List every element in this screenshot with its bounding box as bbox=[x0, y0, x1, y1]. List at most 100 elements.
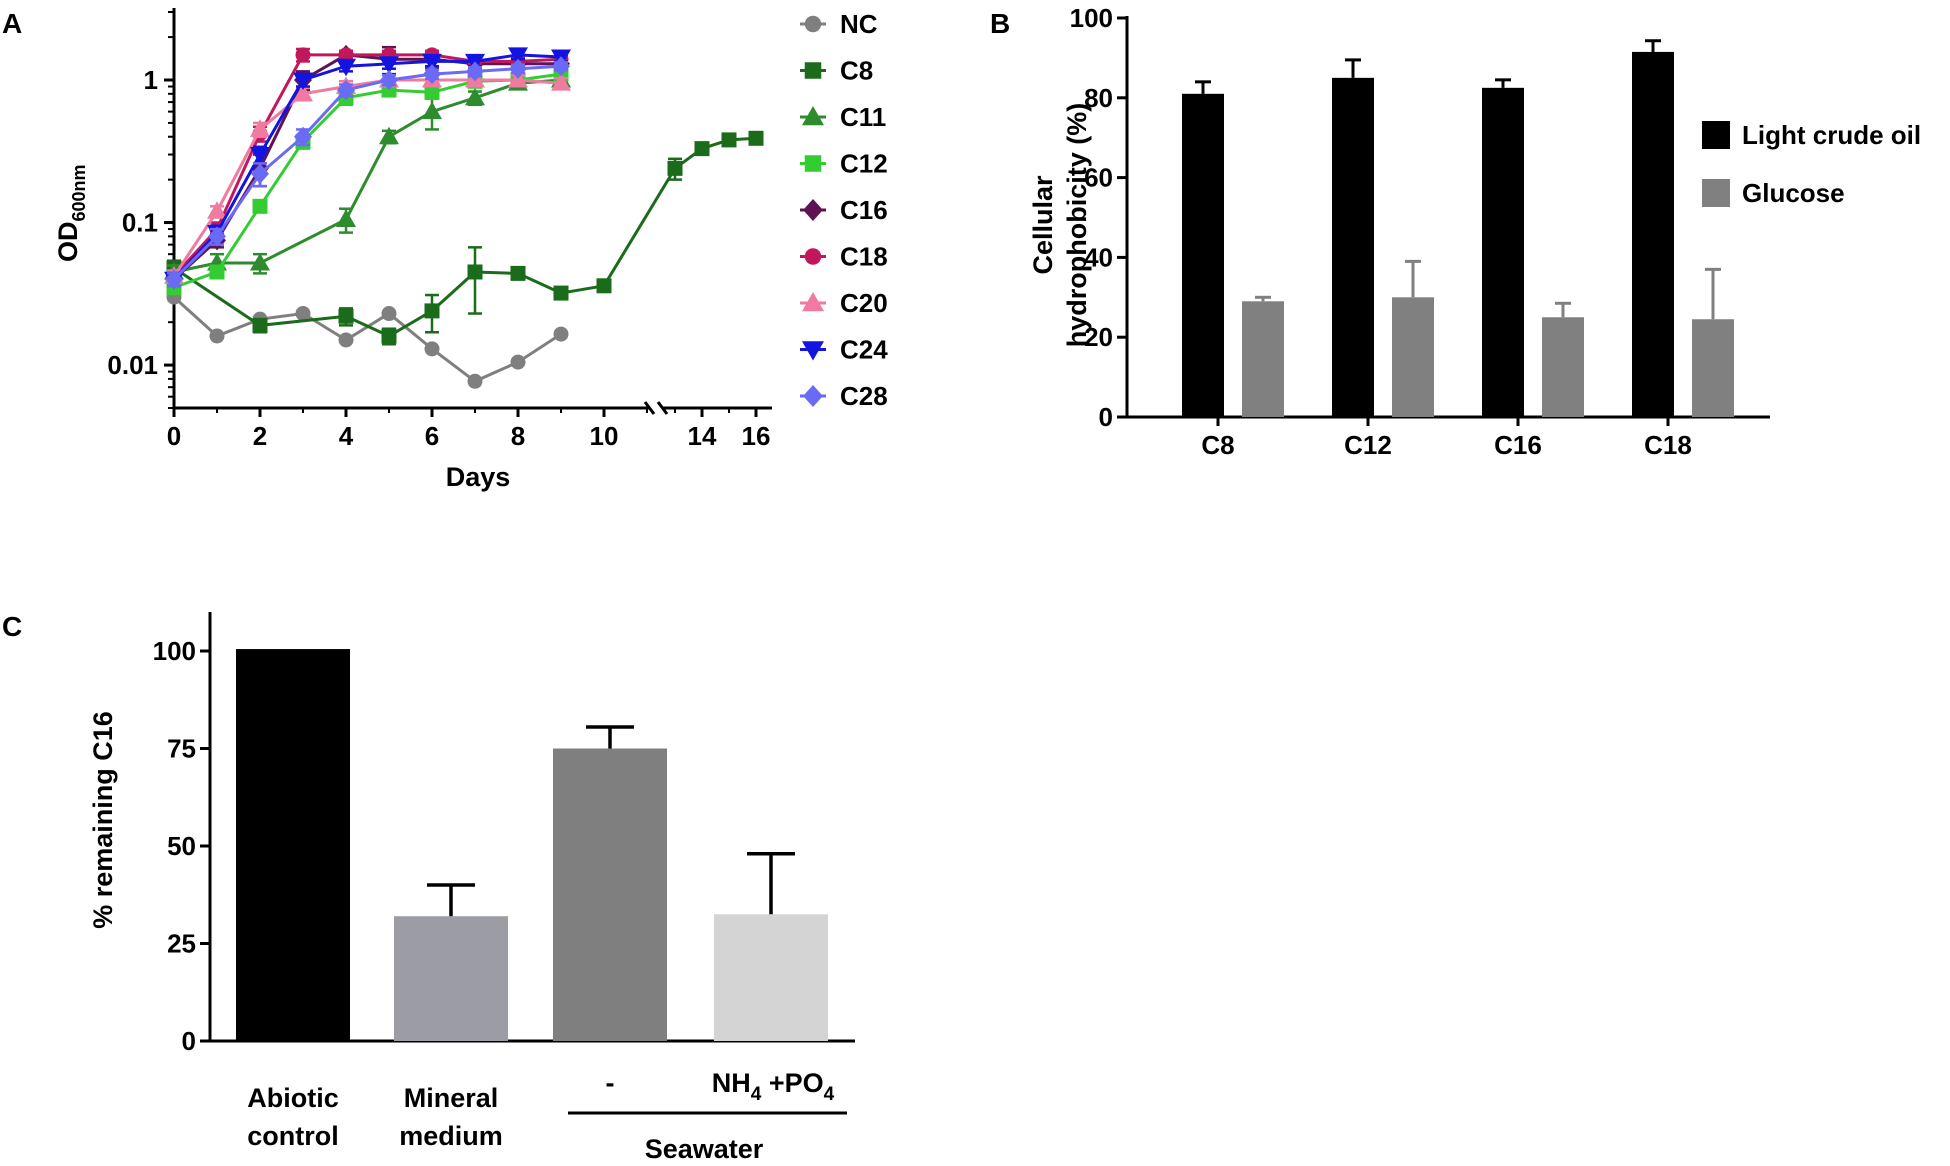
legend-label: C11 bbox=[840, 102, 886, 132]
data-point bbox=[293, 83, 313, 102]
panel-letter-b: B bbox=[990, 8, 1010, 39]
legend-marker bbox=[802, 106, 824, 126]
panel-a-x-tick-label: 6 bbox=[425, 421, 439, 451]
legend-label: C24 bbox=[840, 335, 888, 365]
panel-b-y-tick-label: 20 bbox=[1084, 322, 1113, 352]
bar-light-crude-oil-c8 bbox=[1182, 93, 1224, 417]
series-line bbox=[172, 295, 562, 384]
legend-marker bbox=[803, 385, 823, 407]
data-point bbox=[293, 72, 313, 91]
label-sub: 4 bbox=[824, 1084, 835, 1105]
legend-label: C12 bbox=[840, 149, 888, 179]
data-point bbox=[379, 126, 399, 145]
data-point bbox=[508, 47, 528, 65]
panel-c-y-tick-label: 0 bbox=[182, 1026, 196, 1056]
data-point bbox=[509, 58, 527, 79]
data-point bbox=[551, 73, 571, 91]
data-point bbox=[424, 303, 440, 319]
bar-glucose-c16 bbox=[1542, 317, 1584, 417]
panel-c-bar-chart: 0 25 50 75 100 % remaining C16 Abiotic control M… bbox=[88, 612, 855, 1164]
bar-2 bbox=[553, 748, 667, 1041]
bar-0 bbox=[236, 649, 350, 1041]
panel-a-x-tick-label: 10 bbox=[590, 421, 619, 451]
legend-label: C16 bbox=[840, 195, 888, 225]
panel-a-x-tick-label: 4 bbox=[339, 421, 354, 451]
panel-a-x-tick-label: 2 bbox=[253, 421, 267, 451]
panel-a-line-chart: 0.010.110 2 4 6 8 10 14 16DaysOD600nmNCC8C11C12… bbox=[53, 8, 888, 492]
data-point bbox=[553, 285, 569, 301]
data-point bbox=[510, 354, 526, 370]
panel-b-x-tick-label: C8 bbox=[1201, 430, 1234, 460]
legend-label: Light crude oil bbox=[1742, 120, 1921, 150]
series-c11 bbox=[164, 70, 571, 281]
data-point bbox=[338, 332, 354, 348]
label-nh: NH bbox=[712, 1068, 751, 1098]
data-point bbox=[424, 341, 440, 357]
bar-1 bbox=[394, 916, 508, 1041]
legend-marker bbox=[802, 292, 824, 312]
data-point bbox=[667, 160, 683, 176]
panel-c-label-mineral: Mineral medium bbox=[399, 1083, 503, 1151]
panel-letter-c: C bbox=[2, 611, 22, 642]
data-point bbox=[510, 265, 526, 281]
panel-b-y-axis-title-line1: Cellular bbox=[1028, 175, 1058, 275]
data-point bbox=[251, 163, 269, 184]
data-point bbox=[381, 306, 397, 322]
panel-a-y-tick-label: 1 bbox=[144, 65, 158, 95]
data-point bbox=[381, 328, 397, 344]
data-point bbox=[295, 306, 311, 322]
legend-label: Glucose bbox=[1742, 178, 1845, 208]
panel-a-x-tick-label: 8 bbox=[511, 421, 525, 451]
bar-glucose-c12 bbox=[1392, 297, 1434, 417]
data-point bbox=[250, 119, 270, 137]
panel-b-y-tick-label: 0 bbox=[1099, 402, 1113, 432]
data-point bbox=[252, 198, 268, 214]
data-point bbox=[424, 84, 440, 100]
series-line bbox=[172, 53, 562, 278]
bar-light-crude-oil-c18 bbox=[1632, 51, 1674, 417]
panel-letter-a: A bbox=[2, 8, 22, 39]
data-point bbox=[552, 56, 570, 77]
panel-a-y-tick-label: 0.01 bbox=[107, 350, 158, 380]
panel-c-y-tick-label: 25 bbox=[167, 929, 196, 959]
panel-b-y-axis-title-line2: hydrophobicity (%) bbox=[1062, 103, 1092, 348]
panel-c-y-axis-title: % remaining C16 bbox=[88, 711, 118, 929]
legend-label: C8 bbox=[840, 56, 873, 86]
data-point bbox=[336, 209, 356, 228]
panel-b-y-tick-label: 60 bbox=[1084, 163, 1113, 193]
legend-swatch bbox=[1702, 121, 1730, 149]
series-line bbox=[173, 78, 562, 274]
legend-marker bbox=[804, 248, 822, 265]
panel-b-x-tick-label: C12 bbox=[1344, 430, 1392, 460]
series-line bbox=[172, 64, 562, 281]
label-sub: 4 bbox=[751, 1084, 762, 1105]
legend-label: C20 bbox=[840, 288, 888, 318]
series-c24 bbox=[164, 47, 571, 290]
panel-a-x-axis-title: Days bbox=[446, 462, 511, 492]
data-point bbox=[209, 328, 225, 344]
legend-label: C28 bbox=[840, 381, 888, 411]
series-c28 bbox=[165, 56, 570, 290]
legend-swatch bbox=[1702, 179, 1730, 207]
bar-3 bbox=[714, 914, 828, 1041]
panel-b-y-tick-label: 40 bbox=[1084, 242, 1113, 272]
panel-b-x-tick-label: C18 bbox=[1644, 430, 1692, 460]
legend-marker bbox=[803, 199, 823, 221]
data-point bbox=[465, 87, 485, 106]
label-po: +PO bbox=[761, 1068, 823, 1098]
data-point bbox=[380, 70, 398, 91]
data-point bbox=[165, 269, 183, 290]
panel-a-axis-break-right bbox=[656, 401, 669, 415]
panel-c-y-tick-label: 75 bbox=[167, 734, 196, 764]
panel-b-y-axis-title: Cellular hydrophobicity (%) bbox=[1028, 103, 1092, 348]
legend-marker bbox=[804, 155, 822, 172]
panel-c-label-abiotic: Abiotic control bbox=[247, 1083, 339, 1151]
data-point bbox=[250, 147, 270, 165]
series-c8 bbox=[166, 130, 764, 346]
label-line: Mineral bbox=[404, 1083, 499, 1113]
legend-label: C18 bbox=[840, 242, 888, 272]
data-point bbox=[694, 141, 710, 157]
seawater-group-label: Seawater bbox=[645, 1134, 764, 1164]
series-line bbox=[172, 53, 562, 281]
data-point bbox=[250, 253, 270, 271]
